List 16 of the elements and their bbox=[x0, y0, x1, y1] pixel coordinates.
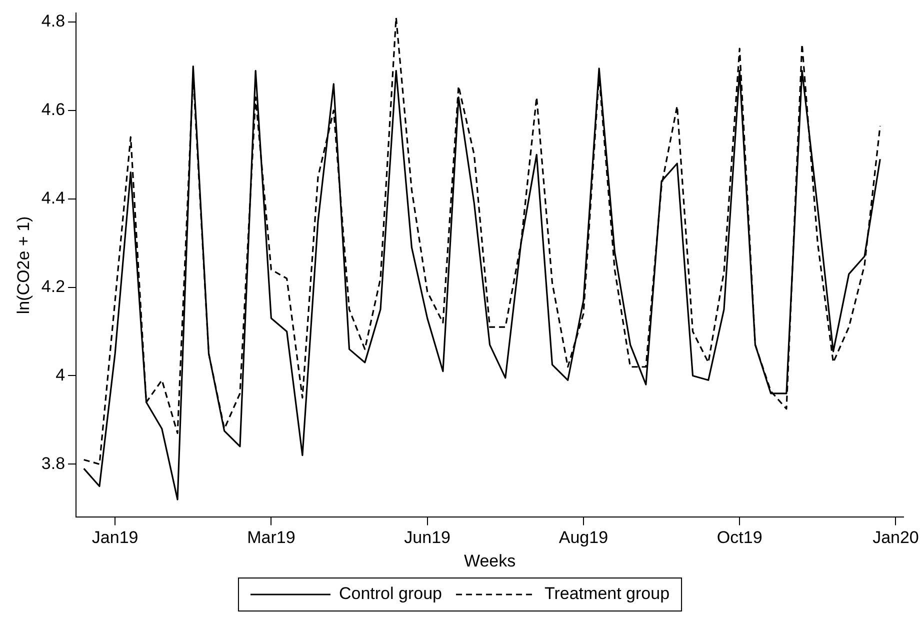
x-tick-label: Jan20 bbox=[872, 528, 919, 548]
x-tick-label: Mar19 bbox=[247, 528, 296, 548]
legend-label: Treatment group bbox=[544, 584, 670, 604]
y-tick-label: 4 bbox=[56, 365, 66, 384]
y-axis-title: ln(CO2e + 1) bbox=[14, 216, 33, 314]
y-tick-label: 4.4 bbox=[41, 188, 66, 208]
y-tick-label: 4.2 bbox=[41, 276, 66, 296]
y-tick-label: 3.8 bbox=[41, 454, 66, 473]
y-tick-label: 4.8 bbox=[41, 12, 66, 31]
x-tick-label: Jun19 bbox=[404, 528, 450, 548]
y-tick-label: 4.6 bbox=[41, 100, 66, 120]
x-tick-label: Jan19 bbox=[92, 528, 138, 548]
legend-label: Control group bbox=[338, 584, 442, 604]
x-tick-label: Oct19 bbox=[716, 528, 762, 548]
x-tick-label: Aug19 bbox=[558, 528, 608, 548]
x-axis-title: Weeks bbox=[464, 551, 516, 570]
